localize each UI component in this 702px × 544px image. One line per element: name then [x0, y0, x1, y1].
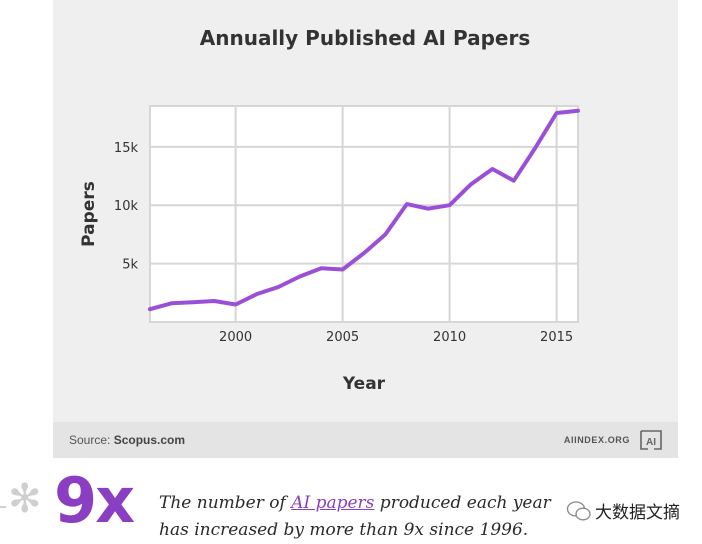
logo-text: AI [646, 437, 656, 448]
stat-caption: The number of AI papers produced each ye… [159, 490, 579, 544]
stat-section: ✻ 9x The number of AI papers produced ea… [0, 470, 702, 542]
dash-decoration [0, 506, 6, 508]
plot-border [149, 105, 579, 323]
source-line: Source: Scopus.com [69, 433, 185, 447]
series-line [148, 108, 580, 312]
x-axis-label: Year [342, 374, 386, 394]
ai-papers-link[interactable]: AI papers [291, 493, 375, 513]
watermark-text: 大数据文摘 [595, 503, 680, 523]
asterisk-icon: ✻ [8, 476, 42, 522]
source-name: Scopus.com [113, 433, 186, 447]
wechat-icon [566, 501, 591, 521]
y-tick-label: 5k [122, 258, 138, 273]
y-tick-label: 15k [114, 141, 139, 156]
line-chart: Annually Published AI Papers 5k 10k 15k 2000… [79, 26, 580, 394]
x-tick-label: 2010 [433, 330, 466, 345]
x-tick-label: 2005 [326, 330, 359, 345]
brand-label: AIINDEX.ORG [563, 435, 630, 445]
ai-index-logo-icon: AI [640, 430, 662, 450]
x-tick-label: 2015 [540, 330, 573, 345]
caption-prefix: The number of [159, 493, 292, 513]
caption-suffix: produced each year has increased by more… [159, 493, 551, 540]
y-axis-label: Papers [79, 181, 99, 247]
x-tick-label: 2000 [219, 330, 252, 345]
source-label: Source: [69, 433, 111, 447]
chart-title: Annually Published AI Papers [200, 26, 530, 50]
plot-area [150, 106, 578, 322]
y-tick-label: 10k [114, 199, 139, 214]
big-stat-value: 9x [54, 464, 135, 537]
chart-card: Annually Published AI Papers 5k 10k 15k 2000… [53, 0, 678, 458]
chart-footer: Source: Scopus.com AIINDEX.ORG AI [53, 422, 678, 458]
